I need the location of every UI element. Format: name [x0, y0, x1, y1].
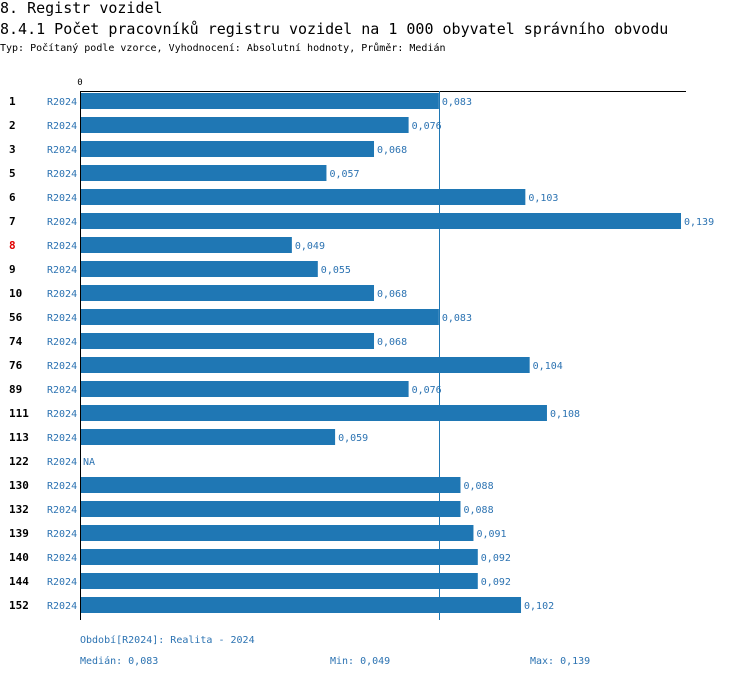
footer-period: Období[R2024]: Realita - 2024 [80, 635, 255, 646]
bar-value-label: 0,083 [442, 97, 472, 108]
row-series-label: R2024 [47, 265, 77, 276]
chart-title: 8.4.1 Počet pracovníků registru vozidel … [0, 20, 669, 38]
bar-140 [81, 549, 478, 565]
bar-value-label: 0,103 [528, 193, 558, 204]
row-series-label: R2024 [47, 121, 77, 132]
row-series-label: R2024 [47, 97, 77, 108]
row-series-label: R2024 [47, 361, 77, 372]
row-series-label: R2024 [47, 145, 77, 156]
row-series-label: R2024 [47, 313, 77, 324]
bar-value-label: 0,068 [377, 289, 407, 300]
bar-value-label: 0,057 [329, 169, 359, 180]
axis-zero-label: 0 [77, 78, 82, 88]
row-series-label: R2024 [47, 601, 77, 612]
row-series-label: R2024 [47, 457, 77, 468]
row-series-label: R2024 [47, 577, 77, 588]
bar-value-label: 0,049 [295, 241, 325, 252]
row-series-label: R2024 [47, 553, 77, 564]
row-id-label: 10 [9, 287, 22, 300]
section-title: 8. Registr vozidel [0, 0, 163, 17]
row-id-label: 89 [9, 383, 22, 396]
footer-median: Medián: 0,083 [80, 656, 159, 667]
chart-subtitle: Typ: Počítaný podle vzorce, Vyhodnocení:… [0, 43, 446, 54]
footer-max: Max: 0,139 [530, 656, 591, 667]
bar-130 [81, 477, 461, 493]
bar-111 [81, 405, 547, 421]
bar-6 [81, 189, 526, 205]
row-series-label: R2024 [47, 241, 77, 252]
bar-value-label: 0,055 [321, 265, 351, 276]
row-id-label: 122 [9, 455, 29, 468]
bar-152 [81, 597, 522, 613]
bar-74 [81, 333, 375, 349]
bar-1 [81, 93, 439, 109]
row-series-label: R2024 [47, 433, 77, 444]
bar-value-label: 0,068 [377, 145, 407, 156]
footer-min: Min: 0,049 [330, 656, 391, 667]
bar-value-label: 0,083 [442, 313, 472, 324]
row-id-label: 74 [9, 335, 23, 348]
bar-value-label: 0,092 [481, 553, 511, 564]
bar-9 [81, 261, 318, 277]
bar-113 [81, 429, 336, 445]
bar-89 [81, 381, 409, 397]
bar-value-label: NA [83, 457, 95, 468]
row-id-label: 7 [9, 215, 16, 228]
bar-value-label: 0,068 [377, 337, 407, 348]
bar-139 [81, 525, 474, 541]
bar-144 [81, 573, 478, 589]
bar-value-label: 0,076 [412, 385, 442, 396]
row-series-label: R2024 [47, 337, 77, 348]
row-id-label: 111 [9, 407, 29, 420]
bar-5 [81, 165, 327, 181]
row-series-label: R2024 [47, 481, 77, 492]
row-id-label: 130 [9, 479, 29, 492]
bar-value-label: 0,108 [550, 409, 580, 420]
row-id-label: 9 [9, 263, 16, 276]
row-id-label: 1 [9, 95, 16, 108]
bar-value-label: 0,139 [684, 217, 714, 228]
row-id-label: 76 [9, 359, 23, 372]
row-id-label: 132 [9, 503, 29, 516]
bar-value-label: 0,088 [463, 505, 493, 516]
bar-value-label: 0,076 [412, 121, 442, 132]
bar-value-label: 0,059 [338, 433, 368, 444]
row-series-label: R2024 [47, 505, 77, 516]
bar-132 [81, 501, 461, 517]
row-series-label: R2024 [47, 529, 77, 540]
row-id-label: 8 [9, 239, 16, 252]
row-id-label: 144 [9, 575, 29, 588]
row-id-label: 6 [9, 191, 16, 204]
row-series-label: R2024 [47, 193, 77, 204]
bar-value-label: 0,092 [481, 577, 511, 588]
bar-10 [81, 285, 375, 301]
bar-2 [81, 117, 409, 133]
row-id-label: 2 [9, 119, 16, 132]
row-series-label: R2024 [47, 409, 77, 420]
bar-7 [81, 213, 681, 229]
row-id-label: 140 [9, 551, 29, 564]
bar-56 [81, 309, 439, 325]
row-id-label: 152 [9, 599, 29, 612]
row-series-label: R2024 [47, 385, 77, 396]
row-id-label: 3 [9, 143, 16, 156]
row-id-label: 56 [9, 311, 23, 324]
bar-value-label: 0,102 [524, 601, 554, 612]
row-id-label: 5 [9, 167, 16, 180]
bar-value-label: 0,088 [463, 481, 493, 492]
bar-value-label: 0,104 [533, 361, 563, 372]
bar-76 [81, 357, 530, 373]
row-series-label: R2024 [47, 289, 77, 300]
row-series-label: R2024 [47, 217, 77, 228]
bar-value-label: 0,091 [476, 529, 506, 540]
row-id-label: 139 [9, 527, 29, 540]
row-series-label: R2024 [47, 169, 77, 180]
bar-8 [81, 237, 292, 253]
bar-3 [81, 141, 375, 157]
row-id-label: 113 [9, 431, 29, 444]
